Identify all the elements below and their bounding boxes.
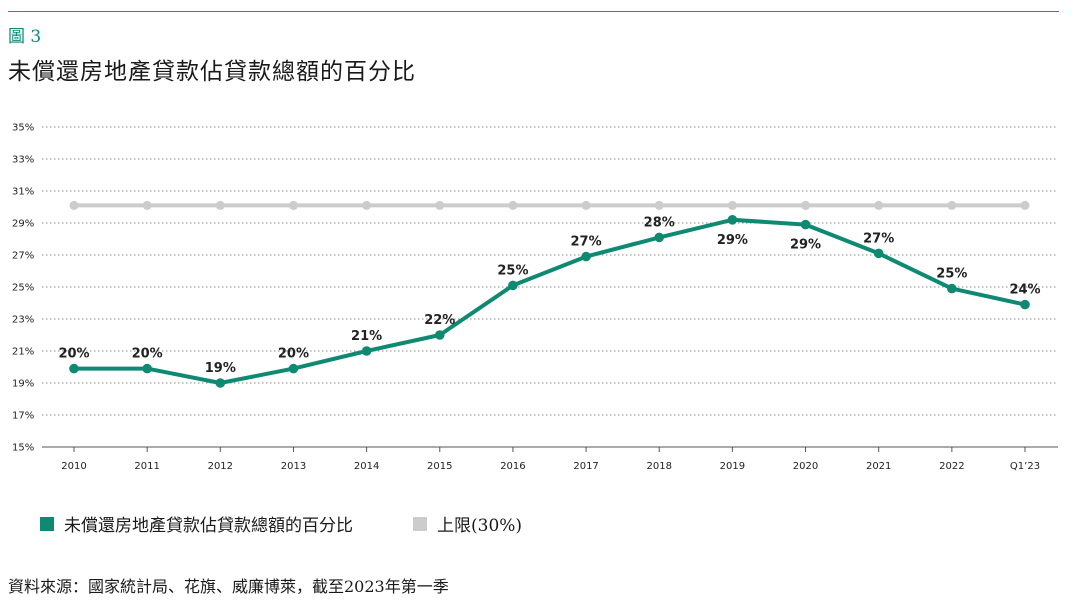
cap-point — [142, 200, 152, 210]
data-label: 29% — [790, 238, 821, 253]
data-label: 28% — [644, 215, 675, 230]
x-tick-label: 2015 — [427, 461, 452, 472]
x-tick-label: 2021 — [866, 461, 891, 472]
data-point — [581, 251, 591, 262]
data-label: 25% — [497, 263, 528, 278]
y-tick-label: 33% — [12, 155, 34, 166]
data-point — [1020, 299, 1030, 310]
cap-point — [654, 200, 664, 210]
x-tick-label: 2017 — [573, 461, 598, 472]
series-line — [74, 217, 1026, 385]
cap-point — [215, 200, 225, 210]
data-point — [142, 363, 152, 374]
data-label: 27% — [571, 235, 602, 250]
x-tick-label: 2011 — [134, 461, 159, 472]
x-tick-label: 2013 — [281, 461, 306, 472]
data-point — [873, 248, 884, 259]
data-label: 25% — [936, 267, 967, 282]
y-tick-label: 19% — [12, 379, 34, 390]
y-tick-label: 27% — [12, 251, 34, 262]
x-tick-label: 2016 — [500, 461, 525, 472]
y-tick-label: 35% — [12, 123, 34, 134]
x-tick-label: 2012 — [208, 461, 233, 472]
chart-title: 未償還房地產貸款佔貸款總額的百分比 — [8, 59, 416, 85]
data-point — [654, 232, 665, 243]
data-point — [288, 363, 299, 374]
data-label: 20% — [58, 347, 89, 362]
figure-label: 圖 3 — [8, 27, 42, 47]
data-label: 24% — [1009, 283, 1040, 298]
x-tick-label: 2010 — [61, 461, 86, 472]
y-tick-label: 25% — [12, 283, 34, 294]
x-tick-label: 2018 — [647, 461, 672, 472]
y-tick-label: 21% — [12, 347, 34, 358]
cap-point — [874, 200, 884, 210]
legend-swatch-cap — [413, 516, 427, 531]
data-label: 22% — [424, 313, 455, 328]
data-label: 19% — [205, 361, 236, 376]
data-label: 21% — [351, 329, 382, 344]
data-point — [727, 215, 738, 225]
cap-point — [362, 200, 372, 210]
y-tick-label: 15% — [12, 443, 34, 454]
legend: 未償還房地產貸款佔貸款總額的百分比 上限(30%) — [40, 511, 582, 536]
data-label: 20% — [132, 347, 163, 362]
cap-point — [435, 200, 445, 210]
x-tick-label: 2014 — [354, 461, 379, 472]
cap-point — [508, 200, 518, 210]
cap-point — [1020, 200, 1030, 210]
legend-item-series: 未償還房地產貸款佔貸款總額的百分比 — [40, 511, 353, 536]
data-point — [947, 283, 957, 294]
source-note: 資料來源：國家統計局、花旗、威廉博萊，截至2023年第一季 — [8, 577, 449, 596]
top-rule — [8, 11, 1059, 12]
x-tick-label: 2022 — [939, 461, 964, 472]
legend-item-cap: 上限(30%) — [413, 511, 522, 536]
line-chart: 15% 17% 19% 21% 23% 25% 27% 29% 31% 33% 35% 2010 201… — [12, 123, 1058, 472]
cap-point — [581, 200, 591, 210]
data-point — [508, 280, 518, 291]
y-tick-label: 29% — [12, 219, 34, 230]
data-point — [361, 346, 372, 356]
legend-label-cap: 上限(30%) — [437, 516, 523, 536]
data-point — [215, 378, 226, 388]
data-point — [800, 219, 811, 230]
x-tick-label: 2019 — [720, 461, 745, 472]
legend-swatch-series — [40, 516, 54, 531]
cap-point — [288, 200, 298, 210]
data-label: 29% — [717, 233, 748, 248]
y-tick-label: 23% — [12, 315, 34, 326]
x-tick-label: Q1’23 — [1010, 461, 1040, 472]
data-point — [434, 330, 445, 340]
x-tick-label: 2020 — [793, 461, 818, 472]
data-label: 27% — [863, 231, 894, 246]
cap-point — [69, 200, 79, 210]
legend-label-series: 未償還房地產貸款佔貸款總額的百分比 — [64, 516, 353, 536]
y-tick-label: 31% — [12, 187, 34, 198]
cap-point — [727, 200, 737, 210]
y-tick-label: 17% — [12, 411, 34, 422]
data-point — [69, 363, 79, 374]
data-label: 20% — [278, 347, 309, 362]
cap-point — [801, 200, 811, 210]
cap-point — [947, 200, 957, 210]
